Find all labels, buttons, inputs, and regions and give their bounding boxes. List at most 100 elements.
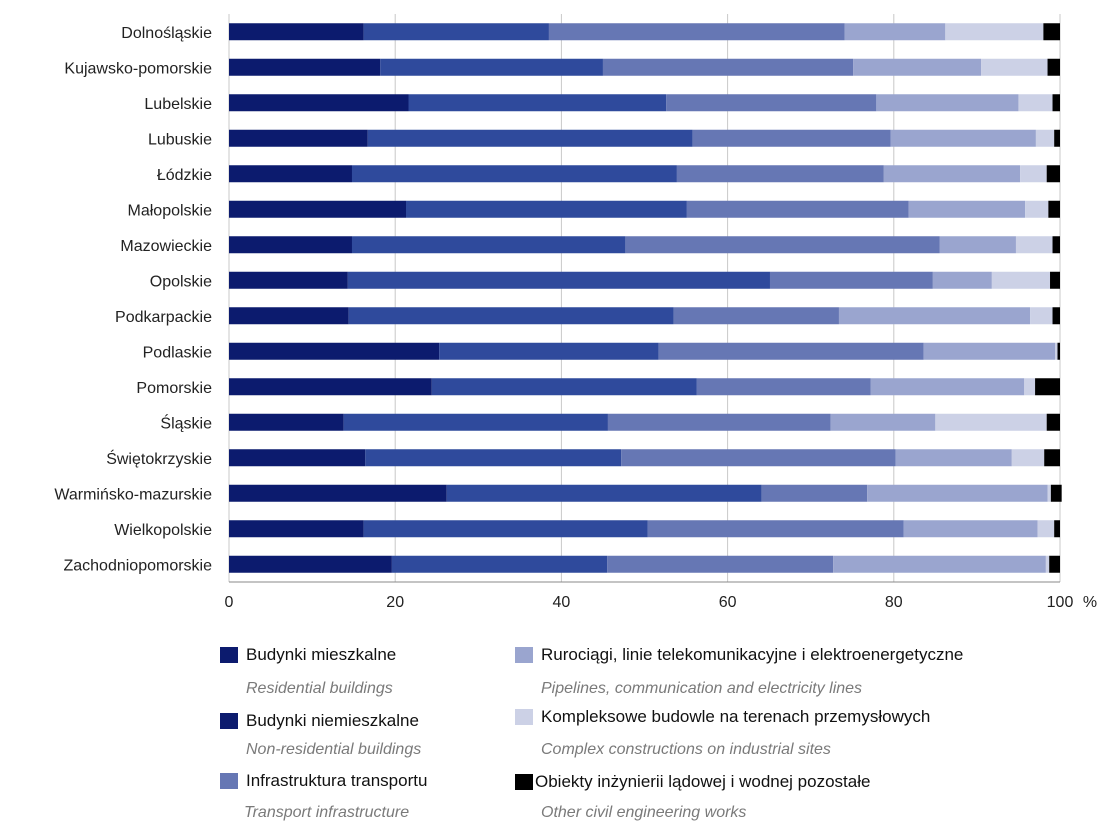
bar-segment bbox=[229, 200, 407, 218]
bar-segment bbox=[363, 520, 648, 538]
bar-segment bbox=[1044, 449, 1060, 467]
bar-segment bbox=[229, 58, 381, 76]
bar-segment bbox=[883, 165, 1021, 183]
bar-segment bbox=[876, 94, 1019, 112]
bar-segment bbox=[1054, 129, 1060, 147]
bar-segment bbox=[1020, 165, 1047, 183]
category-label: Lubelskie bbox=[144, 96, 212, 113]
bar-segment bbox=[658, 342, 924, 360]
category-label: Śląskie bbox=[160, 413, 212, 432]
bar-segment bbox=[229, 307, 349, 325]
bar-segment bbox=[363, 23, 549, 41]
bar-segment bbox=[870, 378, 1025, 396]
bar-segment bbox=[853, 58, 982, 76]
bar-segment bbox=[229, 484, 447, 502]
bar-segment bbox=[895, 449, 1012, 467]
bar-segment bbox=[229, 520, 364, 538]
bar-segment bbox=[1046, 413, 1060, 431]
bar-segment bbox=[761, 484, 868, 502]
bar-segment bbox=[908, 200, 1026, 218]
bar-segment bbox=[991, 271, 1051, 289]
bar-segment bbox=[229, 413, 344, 431]
bar-segment bbox=[833, 555, 1046, 573]
bar-segment bbox=[890, 129, 1036, 147]
bar-segment bbox=[229, 94, 409, 112]
bar-segment bbox=[981, 58, 1048, 76]
bar-segment bbox=[1037, 520, 1055, 538]
bar-segment bbox=[229, 555, 392, 573]
bar-segment bbox=[1050, 271, 1060, 289]
bar-segment bbox=[867, 484, 1048, 502]
x-tick-label: 100 bbox=[1047, 594, 1074, 611]
bar-segment bbox=[229, 449, 366, 467]
x-tick-label: 80 bbox=[885, 594, 903, 611]
category-label: Podlaskie bbox=[143, 344, 212, 361]
bar-segment bbox=[1057, 342, 1060, 360]
bar-segment bbox=[676, 165, 884, 183]
category-label: Wielkopolskie bbox=[114, 522, 212, 539]
bar-segment bbox=[607, 555, 834, 573]
bar-segment bbox=[1045, 555, 1050, 573]
bar-segment bbox=[1018, 94, 1053, 112]
bar-segment bbox=[696, 378, 871, 396]
bar-segment bbox=[607, 413, 831, 431]
bar-segment bbox=[1050, 484, 1062, 502]
bar-segment bbox=[769, 271, 933, 289]
bar-segment bbox=[1048, 200, 1060, 218]
category-label: Mazowieckie bbox=[120, 238, 212, 255]
category-label: Kujawsko-pomorskie bbox=[64, 60, 212, 77]
bar-segment bbox=[446, 484, 762, 502]
bar-segment bbox=[1047, 484, 1051, 502]
x-tick-label: 0 bbox=[225, 594, 234, 611]
category-label: Zachodniopomorskie bbox=[63, 557, 212, 574]
bar-segment bbox=[1052, 94, 1060, 112]
bar-segment bbox=[602, 58, 854, 76]
bar-segment bbox=[229, 342, 440, 360]
category-label: Małopolskie bbox=[128, 202, 213, 219]
bar-segment bbox=[229, 23, 364, 41]
bar-segment bbox=[365, 449, 622, 467]
bar-segment bbox=[1035, 129, 1055, 147]
category-label: Świętokrzyskie bbox=[106, 449, 212, 468]
bar-segment bbox=[1043, 23, 1060, 41]
bar-segment bbox=[548, 23, 845, 41]
bar-segment bbox=[686, 200, 909, 218]
bar-segment bbox=[923, 342, 1056, 360]
category-label: Łódzkie bbox=[157, 167, 212, 184]
bar-segment bbox=[1046, 165, 1060, 183]
bar-segment bbox=[347, 271, 770, 289]
bar-segment bbox=[903, 520, 1038, 538]
bar-segment bbox=[830, 413, 936, 431]
bar-segment bbox=[1025, 200, 1049, 218]
bar-segment bbox=[673, 307, 839, 325]
category-label: Warmińsko-mazurskie bbox=[54, 486, 212, 503]
x-axis-unit: % bbox=[1083, 594, 1097, 611]
x-tick-label: 60 bbox=[719, 594, 737, 611]
bar-segment bbox=[838, 307, 1031, 325]
bar-segment bbox=[1052, 307, 1060, 325]
category-label: Opolskie bbox=[150, 273, 212, 290]
bar-segment bbox=[406, 200, 687, 218]
category-label: Lubuskie bbox=[148, 131, 212, 148]
bar-segment bbox=[380, 58, 603, 76]
bar-segment bbox=[408, 94, 667, 112]
bar-segment bbox=[229, 378, 432, 396]
bar-segment bbox=[621, 449, 896, 467]
bar-segment bbox=[1047, 58, 1060, 76]
bar-segment bbox=[939, 236, 1016, 254]
bar-segment bbox=[647, 520, 904, 538]
bar-segment bbox=[229, 271, 348, 289]
bar-segment bbox=[351, 165, 677, 183]
bar-segment bbox=[348, 307, 674, 325]
bar-segment bbox=[932, 271, 992, 289]
bar-segment bbox=[229, 165, 352, 183]
bar-segment bbox=[625, 236, 940, 254]
bar-segment bbox=[935, 413, 1047, 431]
bar-segment bbox=[343, 413, 608, 431]
category-label: Podkarpackie bbox=[115, 309, 212, 326]
bar-segment bbox=[1054, 520, 1060, 538]
x-tick-label: 20 bbox=[386, 594, 404, 611]
bar-segment bbox=[351, 236, 626, 254]
bar-segment bbox=[431, 378, 697, 396]
